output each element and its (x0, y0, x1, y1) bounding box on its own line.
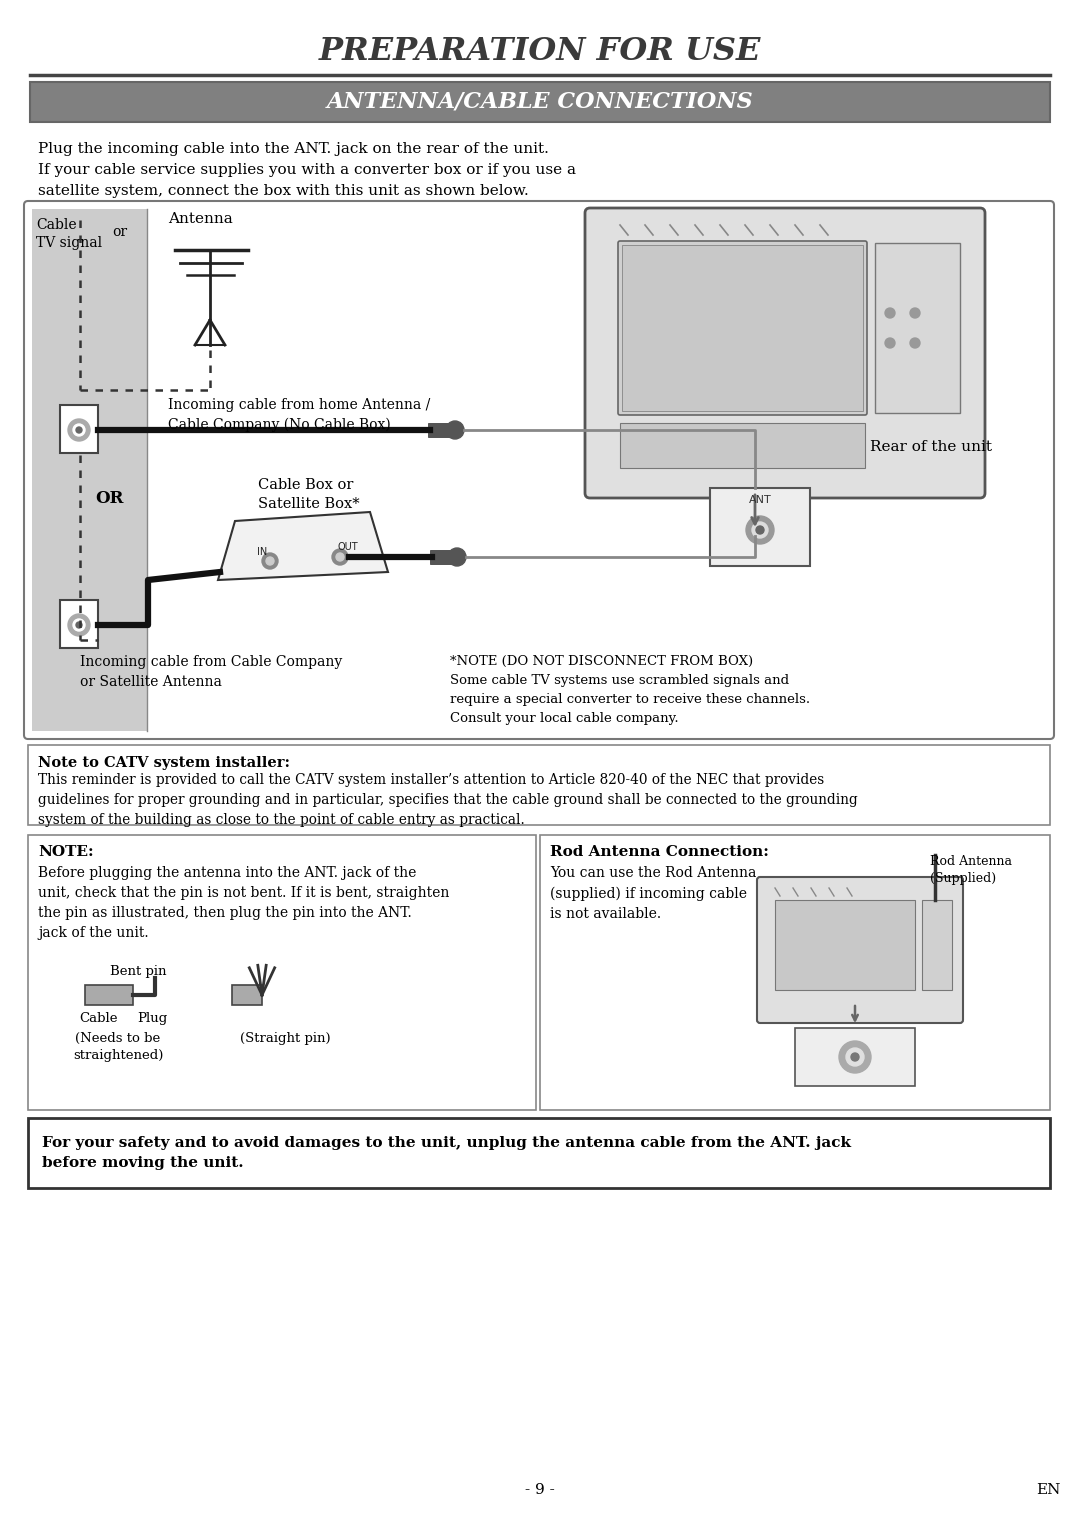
Text: PREPARATION FOR USE: PREPARATION FOR USE (319, 37, 761, 67)
Text: Incoming cable from Cable Company
or Satellite Antenna: Incoming cable from Cable Company or Sat… (80, 655, 342, 688)
Text: OUT: OUT (338, 542, 359, 552)
Text: or: or (112, 224, 127, 240)
Circle shape (73, 620, 85, 630)
Text: This reminder is provided to call the CATV system installer’s attention to Artic: This reminder is provided to call the CA… (38, 774, 858, 827)
Circle shape (76, 427, 82, 433)
Text: (Needs to be
straightened): (Needs to be straightened) (72, 1032, 163, 1062)
Text: Antenna: Antenna (168, 212, 233, 226)
Bar (28, 1119, 1050, 1189)
FancyBboxPatch shape (585, 208, 985, 497)
Bar (795, 1029, 915, 1087)
Text: - 9 -: - 9 - (525, 1483, 555, 1497)
Circle shape (73, 424, 85, 436)
Circle shape (76, 623, 82, 629)
Text: ANTENNA/CABLE CONNECTIONS: ANTENNA/CABLE CONNECTIONS (326, 92, 754, 113)
Bar (622, 246, 863, 410)
Text: Cable
TV signal: Cable TV signal (36, 218, 103, 250)
Bar (60, 404, 98, 453)
Text: Rod Antenna Connection:: Rod Antenna Connection: (550, 845, 769, 859)
Circle shape (746, 516, 774, 543)
Bar (922, 900, 951, 990)
Bar (428, 423, 450, 436)
Circle shape (266, 557, 274, 565)
Circle shape (68, 420, 90, 441)
FancyBboxPatch shape (618, 241, 867, 415)
Bar (775, 900, 915, 990)
Text: IN: IN (257, 546, 267, 557)
Text: Before plugging the antenna into the ANT. jack of the
unit, check that the pin i: Before plugging the antenna into the ANT… (38, 865, 449, 940)
Circle shape (910, 308, 920, 317)
Circle shape (448, 548, 465, 566)
Text: Note to CATV system installer:: Note to CATV system installer: (38, 755, 291, 771)
Text: You can use the Rod Antenna
(supplied) if incoming cable
is not available.: You can use the Rod Antenna (supplied) i… (550, 865, 756, 920)
Circle shape (885, 308, 895, 317)
Circle shape (332, 549, 348, 565)
Text: Rod Antenna
(Supplied): Rod Antenna (Supplied) (930, 855, 1012, 885)
Text: ANT: ANT (748, 494, 771, 505)
Circle shape (446, 421, 464, 439)
Bar (28, 835, 536, 1109)
Circle shape (336, 552, 345, 562)
Bar (430, 549, 453, 565)
Text: NOTE:: NOTE: (38, 845, 94, 859)
Bar (710, 488, 810, 566)
Bar (28, 745, 1050, 826)
Bar (32, 209, 147, 731)
Bar (232, 984, 262, 1006)
Text: EN: EN (1036, 1483, 1061, 1497)
Text: Bent pin: Bent pin (110, 964, 166, 978)
FancyBboxPatch shape (24, 201, 1054, 739)
Bar (30, 82, 1050, 122)
Bar (875, 243, 960, 414)
Text: For your safety and to avoid damages to the unit, unplug the antenna cable from : For your safety and to avoid damages to … (42, 1135, 851, 1170)
Circle shape (846, 1048, 864, 1067)
Circle shape (910, 337, 920, 348)
Circle shape (756, 526, 764, 534)
Bar (620, 423, 865, 468)
Text: OR: OR (95, 490, 123, 507)
Text: (Straight pin): (Straight pin) (240, 1032, 330, 1045)
Circle shape (262, 552, 278, 569)
Text: *NOTE (DO NOT DISCONNECT FROM BOX)
Some cable TV systems use scrambled signals a: *NOTE (DO NOT DISCONNECT FROM BOX) Some … (450, 655, 810, 725)
Circle shape (851, 1053, 859, 1061)
FancyBboxPatch shape (757, 877, 963, 1022)
Text: Rear of the unit: Rear of the unit (870, 439, 993, 455)
Circle shape (752, 522, 768, 539)
Text: Cable: Cable (79, 1012, 118, 1025)
Text: Cable Box or
Satellite Box*: Cable Box or Satellite Box* (258, 478, 360, 511)
Bar (540, 835, 1050, 1109)
Text: Plug the incoming cable into the ANT. jack on the rear of the unit.
If your cabl: Plug the incoming cable into the ANT. ja… (38, 142, 576, 198)
Text: Plug: Plug (137, 1012, 167, 1025)
Circle shape (68, 613, 90, 636)
Polygon shape (218, 513, 388, 580)
Circle shape (885, 337, 895, 348)
Bar (85, 984, 133, 1006)
Circle shape (839, 1041, 870, 1073)
Text: Incoming cable from home Antenna /
Cable Company (No Cable Box): Incoming cable from home Antenna / Cable… (168, 398, 430, 432)
Bar (60, 600, 98, 649)
